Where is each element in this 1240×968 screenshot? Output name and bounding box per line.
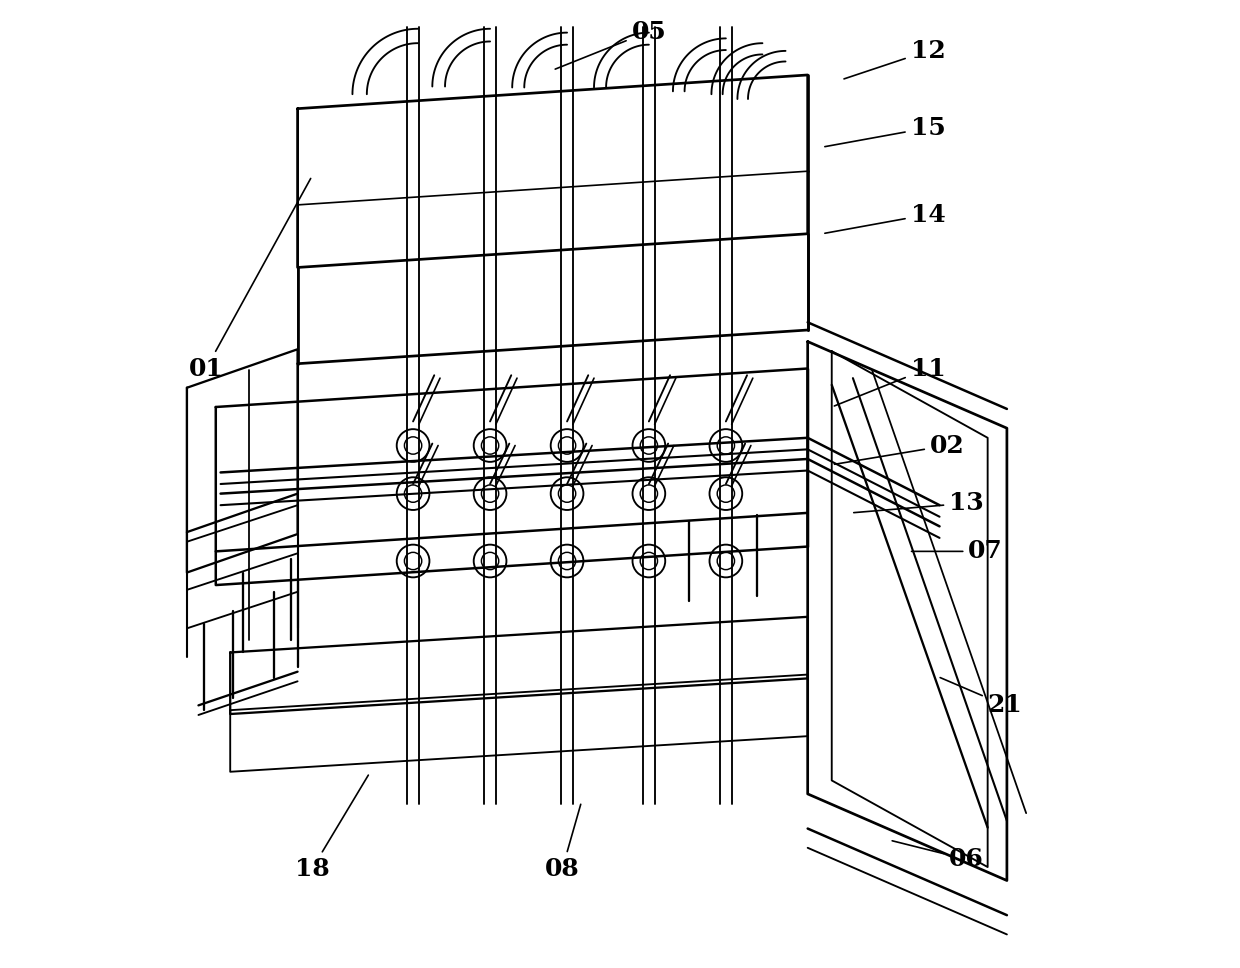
Text: 13: 13 [854,491,983,515]
Text: 06: 06 [892,841,983,871]
Text: 14: 14 [825,202,945,233]
Text: 18: 18 [295,775,368,881]
Text: 05: 05 [556,19,666,69]
Text: 11: 11 [835,356,945,406]
Text: 08: 08 [544,804,580,881]
Text: 12: 12 [844,39,945,79]
Text: 01: 01 [188,178,311,380]
Text: 02: 02 [835,434,965,465]
Text: 07: 07 [911,539,1003,563]
Text: 21: 21 [940,678,1022,717]
Text: 15: 15 [825,116,945,146]
